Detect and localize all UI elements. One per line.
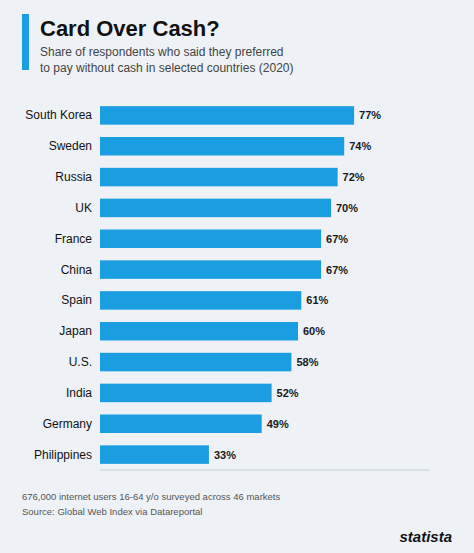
category-label: UK [75, 201, 92, 215]
footnote: Source: Global Web Index via Datareporta… [22, 506, 202, 517]
category-label: Japan [59, 324, 92, 338]
value-label: 67% [326, 233, 348, 245]
title-accent [22, 14, 29, 70]
value-label: 52% [277, 387, 299, 399]
category-label: India [66, 386, 92, 400]
value-label: 49% [267, 418, 289, 430]
category-label: Spain [61, 293, 92, 307]
bar [100, 137, 344, 156]
bar [100, 230, 321, 249]
subtitle-line: Share of respondents who said they prefe… [40, 45, 283, 59]
category-label: Philippines [34, 448, 92, 462]
category-label: U.S. [69, 355, 92, 369]
labels: South Korea 77% Sweden 74% Russia 72% UK 70% Fra… [25, 108, 381, 461]
bar [100, 199, 331, 218]
category-label: Russia [55, 170, 92, 184]
x-axis-line [100, 470, 430, 471]
value-label: 61% [306, 294, 328, 306]
category-label: Sweden [49, 139, 92, 153]
value-label: 58% [296, 356, 318, 368]
bars [100, 106, 354, 464]
footnote: 676,000 internet users 16-64 y/o surveye… [22, 491, 280, 502]
category-label: South Korea [25, 108, 92, 122]
title: Card Over Cash? [40, 16, 220, 41]
bar [100, 415, 262, 434]
chart: Card Over Cash? Share of respondents who … [0, 0, 474, 553]
value-label: 77% [359, 109, 381, 121]
bar [100, 322, 298, 341]
bar [100, 291, 301, 310]
value-label: 33% [214, 449, 236, 461]
value-label: 67% [326, 264, 348, 276]
bar [100, 106, 354, 125]
value-label: 74% [349, 140, 371, 152]
bar [100, 260, 321, 279]
subtitle: Share of respondents who said they prefe… [40, 45, 293, 75]
category-label: Germany [43, 417, 92, 431]
bar [100, 353, 291, 372]
value-label: 70% [336, 202, 358, 214]
bar [100, 168, 338, 187]
subtitle-line: to pay without cash in selected countrie… [40, 61, 293, 75]
category-label: France [55, 232, 93, 246]
bar [100, 384, 272, 403]
logo-text: statista [399, 528, 452, 545]
bar [100, 445, 209, 464]
background [0, 0, 474, 553]
value-label: 72% [343, 171, 365, 183]
category-label: China [61, 263, 93, 277]
value-label: 60% [303, 325, 325, 337]
